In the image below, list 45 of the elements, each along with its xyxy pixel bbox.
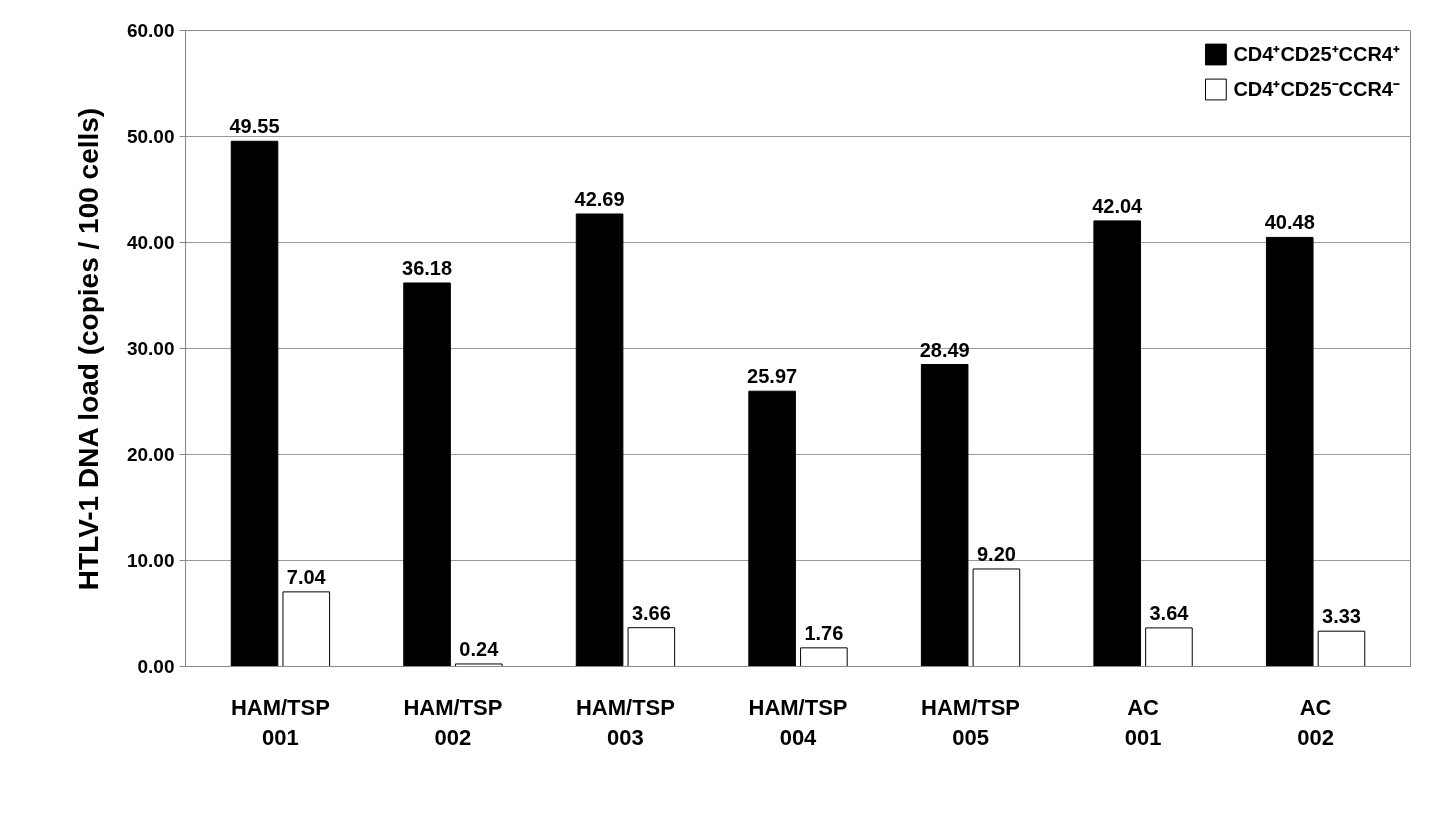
data-label: 0.24	[459, 637, 500, 660]
bar	[1093, 220, 1141, 667]
y-tick-label: 60.00	[126, 20, 175, 41]
y-axis-title: HTLV-1 DNA load (copies / 100 cells)	[72, 107, 104, 591]
y-tick-label: 0.00	[137, 656, 175, 677]
bar	[972, 568, 1021, 667]
bar	[403, 282, 451, 667]
x-tick-label: AC 001	[1124, 694, 1162, 750]
bar	[1265, 236, 1314, 667]
y-tick-label: 30.00	[126, 338, 175, 359]
bar	[282, 591, 331, 667]
bar	[575, 213, 624, 667]
bar	[800, 647, 848, 667]
y-tick-label: 20.00	[126, 444, 175, 465]
data-label: 3.64	[1149, 601, 1190, 624]
data-label: 7.04	[286, 565, 327, 588]
data-label: 25.97	[747, 365, 798, 388]
x-tick-label: HAM/TSP 002	[403, 694, 503, 750]
y-tick-label: 50.00	[126, 126, 175, 147]
bar	[627, 627, 676, 667]
data-label: 3.66	[631, 601, 671, 624]
data-label: 3.33	[1322, 605, 1361, 628]
bar	[748, 390, 796, 667]
legend-label: CD4⁺CD25⁻CCR4⁻	[1233, 77, 1400, 102]
y-tick-label: 40.00	[126, 232, 175, 253]
x-tick-label: AC 002	[1297, 694, 1334, 750]
data-label: 9.20	[976, 542, 1016, 565]
data-label: 49.55	[229, 115, 280, 138]
data-label: 36.18	[402, 256, 453, 279]
data-label: 42.69	[574, 187, 625, 210]
x-tick-label: HAM/TSP 003	[575, 694, 675, 750]
data-label: 40.48	[1264, 211, 1315, 234]
x-tick-label: HAM/TSP 004	[748, 694, 848, 750]
data-label: 42.04	[1092, 194, 1144, 217]
bar	[230, 140, 279, 667]
y-tick-label: 10.00	[126, 550, 175, 571]
bar	[920, 364, 969, 667]
legend-label: CD4⁺CD25⁺CCR4⁺	[1233, 42, 1400, 67]
bar	[1317, 630, 1366, 667]
data-label: 1.76	[804, 621, 844, 644]
x-tick-label: HAM/TSP 001	[230, 694, 330, 750]
data-label: 28.49	[919, 338, 970, 361]
bar	[455, 663, 503, 667]
x-tick-label: HAM/TSP 005	[921, 694, 1021, 750]
bar	[1145, 627, 1193, 667]
